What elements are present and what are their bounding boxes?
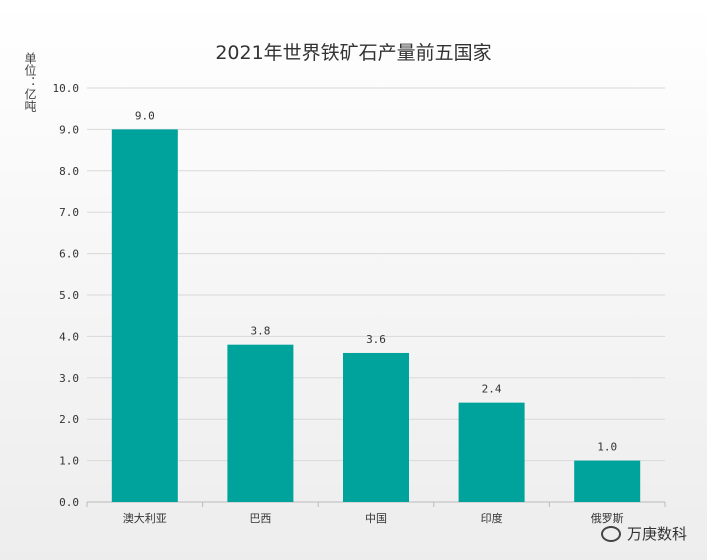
data-label: 3.8	[250, 325, 270, 338]
y-tick-label: 3.0	[59, 372, 79, 385]
labels-layer: 0.0 1.0 2.0 3.0 4.0 5.0 6.0 7.0 8.0 9.0 10.0 9.0 澳大利…	[53, 82, 624, 525]
y-tick-label: 10.0	[53, 82, 80, 95]
y-tick-label: 8.0	[59, 165, 79, 178]
data-label: 1.0	[597, 441, 617, 454]
x-category-label: 澳大利亚	[123, 511, 167, 525]
y-tick-label: 5.0	[59, 289, 79, 302]
wechat-icon	[600, 525, 621, 542]
bar	[111, 129, 178, 502]
data-label: 2.4	[482, 383, 502, 396]
bars-layer	[111, 129, 641, 502]
bar	[343, 352, 409, 502]
bar	[458, 402, 525, 502]
y-tick-label: 7.0	[59, 206, 79, 219]
chart-title: 2021年世界铁矿石产量前五国家	[215, 42, 492, 64]
x-category-label: 巴西	[249, 512, 271, 525]
data-label: 9.0	[135, 109, 155, 122]
y-tick-label: 0.0	[59, 496, 79, 509]
y-tick-label: 2.0	[59, 413, 79, 426]
x-category-label: 中国	[365, 512, 387, 525]
y-tick-label: 1.0	[59, 455, 79, 468]
bar	[227, 344, 294, 502]
y-tick-label: 9.0	[59, 123, 79, 136]
grid-layer	[86, 87, 666, 507]
data-label: 3.6	[366, 333, 386, 346]
y-tick-label: 6.0	[59, 248, 79, 261]
watermark: 万庚数科	[600, 523, 687, 544]
bar	[574, 460, 641, 502]
x-category-label: 俄罗斯	[591, 512, 624, 525]
y-tick-label: 4.0	[59, 330, 79, 343]
y-axis-unit-label: 单位：亿吨	[23, 52, 37, 112]
x-category-label: 印度	[481, 511, 503, 525]
watermark-text: 万庚数科	[626, 525, 687, 543]
